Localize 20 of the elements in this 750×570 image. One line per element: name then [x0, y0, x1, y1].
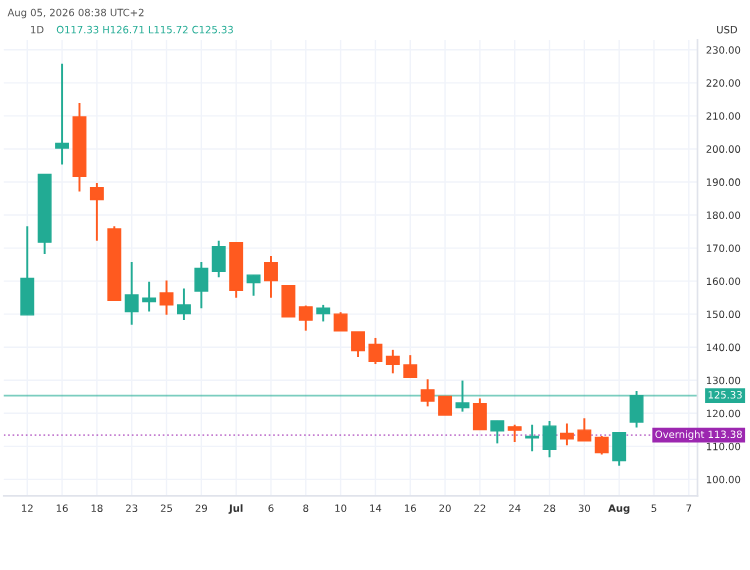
candlestick — [455, 379, 470, 413]
candlestick — [211, 239, 226, 279]
candlestick — [333, 311, 348, 332]
candlestick — [229, 241, 244, 299]
candlestick — [176, 287, 191, 322]
candlestick — [629, 390, 644, 429]
candlestick — [20, 225, 35, 316]
candlestick — [264, 255, 278, 299]
candlestick — [246, 274, 261, 297]
candlestick — [159, 279, 174, 316]
candlestick — [55, 62, 70, 166]
candlestick — [89, 182, 104, 242]
candlestick — [281, 285, 296, 318]
candlestick — [612, 431, 627, 467]
candlestick — [542, 419, 557, 459]
candlestick — [490, 419, 505, 445]
candlestick — [194, 260, 209, 310]
candlestick — [298, 304, 313, 332]
candlestick — [594, 435, 609, 456]
candlestick — [472, 397, 487, 431]
